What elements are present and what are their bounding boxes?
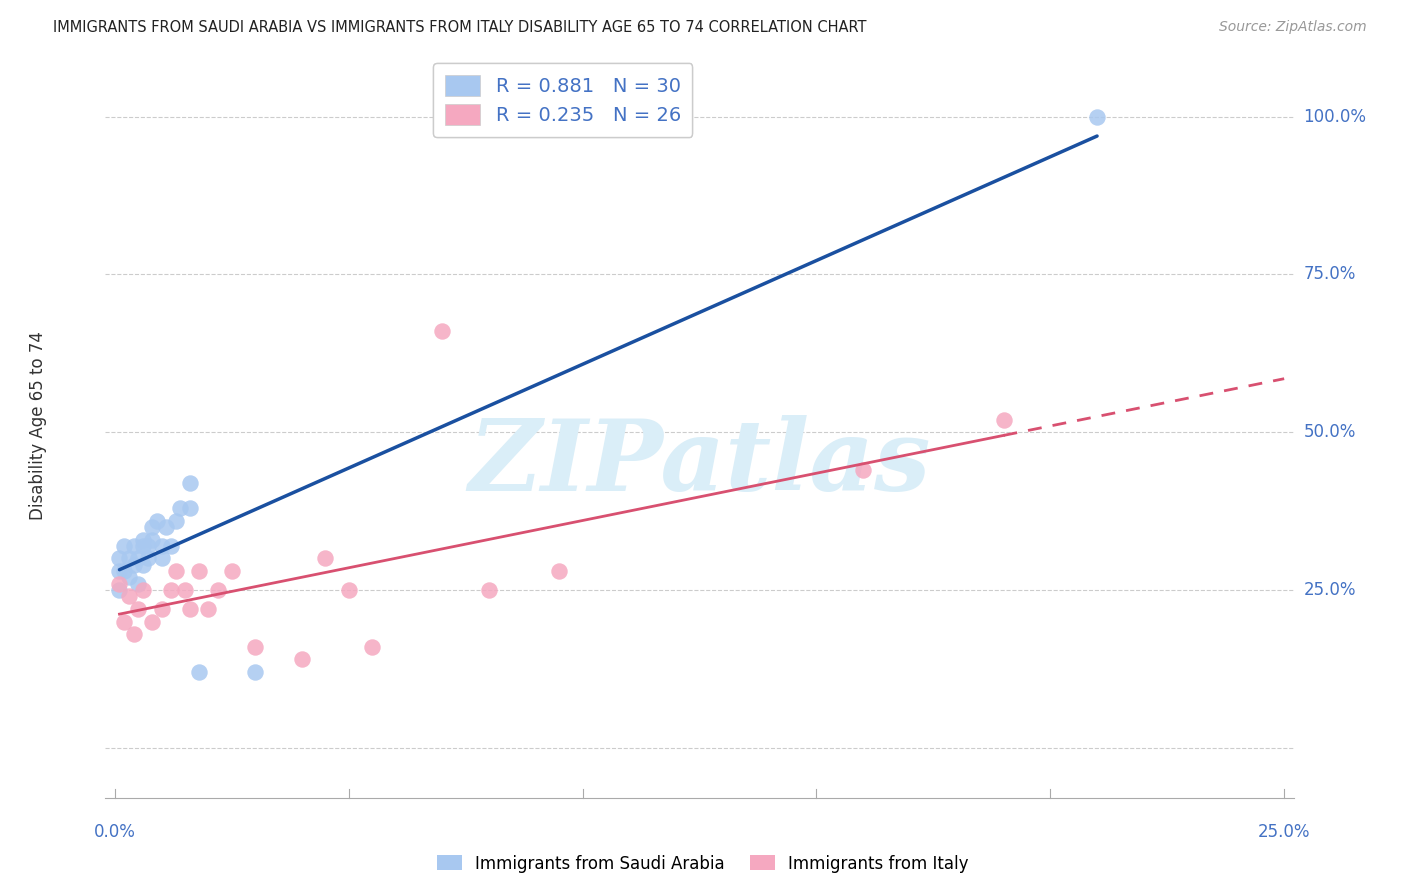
Point bbox=[169, 500, 191, 515]
Point bbox=[337, 582, 360, 597]
Point bbox=[132, 533, 155, 547]
Point bbox=[432, 324, 454, 338]
Point bbox=[141, 520, 163, 534]
Point bbox=[197, 602, 219, 616]
Text: Source: ZipAtlas.com: Source: ZipAtlas.com bbox=[1219, 20, 1367, 34]
Point bbox=[150, 539, 173, 553]
Point bbox=[108, 551, 131, 566]
Point bbox=[108, 582, 131, 597]
Point bbox=[207, 582, 229, 597]
Text: 25.0%: 25.0% bbox=[1258, 823, 1310, 841]
Point bbox=[141, 615, 163, 629]
Point bbox=[122, 558, 145, 572]
Point bbox=[993, 412, 1015, 426]
Point bbox=[112, 564, 135, 578]
Text: ZIPatlas: ZIPatlas bbox=[468, 415, 931, 511]
Point bbox=[118, 570, 141, 584]
Point bbox=[118, 590, 141, 604]
Point bbox=[136, 539, 159, 553]
Point bbox=[361, 640, 384, 654]
Point bbox=[132, 582, 155, 597]
Text: 50.0%: 50.0% bbox=[1303, 423, 1355, 442]
Point bbox=[132, 558, 155, 572]
Text: IMMIGRANTS FROM SAUDI ARABIA VS IMMIGRANTS FROM ITALY DISABILITY AGE 65 TO 74 CO: IMMIGRANTS FROM SAUDI ARABIA VS IMMIGRAN… bbox=[53, 20, 868, 35]
Text: Disability Age 65 to 74: Disability Age 65 to 74 bbox=[30, 332, 46, 520]
Point bbox=[160, 539, 183, 553]
Point bbox=[132, 539, 155, 553]
Point bbox=[127, 602, 149, 616]
Point bbox=[108, 576, 131, 591]
Point bbox=[243, 665, 266, 679]
Point bbox=[1085, 110, 1108, 124]
Text: 25.0%: 25.0% bbox=[1303, 581, 1355, 599]
Point bbox=[188, 564, 211, 578]
Point bbox=[150, 602, 173, 616]
Point bbox=[478, 582, 501, 597]
Point bbox=[118, 551, 141, 566]
Point bbox=[108, 564, 131, 578]
Point bbox=[174, 582, 197, 597]
Point bbox=[179, 500, 201, 515]
Point bbox=[291, 652, 314, 666]
Point bbox=[243, 640, 266, 654]
Point bbox=[150, 551, 173, 566]
Point bbox=[179, 602, 201, 616]
Point bbox=[548, 564, 571, 578]
Point bbox=[179, 475, 201, 490]
Point bbox=[314, 551, 336, 566]
Point bbox=[165, 514, 187, 528]
Legend: Immigrants from Saudi Arabia, Immigrants from Italy: Immigrants from Saudi Arabia, Immigrants… bbox=[430, 848, 976, 880]
Point bbox=[155, 520, 177, 534]
Point bbox=[852, 463, 875, 477]
Point bbox=[188, 665, 211, 679]
Point bbox=[136, 551, 159, 566]
Point bbox=[127, 551, 149, 566]
Legend: R = 0.881   N = 30, R = 0.235   N = 26: R = 0.881 N = 30, R = 0.235 N = 26 bbox=[433, 63, 692, 136]
Text: 0.0%: 0.0% bbox=[94, 823, 136, 841]
Point bbox=[122, 539, 145, 553]
Point bbox=[127, 576, 149, 591]
Point bbox=[141, 533, 163, 547]
Point bbox=[112, 615, 135, 629]
Point bbox=[165, 564, 187, 578]
Point bbox=[112, 539, 135, 553]
Text: 75.0%: 75.0% bbox=[1303, 266, 1355, 284]
Point bbox=[160, 582, 183, 597]
Point bbox=[146, 514, 169, 528]
Point bbox=[122, 627, 145, 641]
Point bbox=[221, 564, 243, 578]
Text: 100.0%: 100.0% bbox=[1303, 108, 1367, 126]
